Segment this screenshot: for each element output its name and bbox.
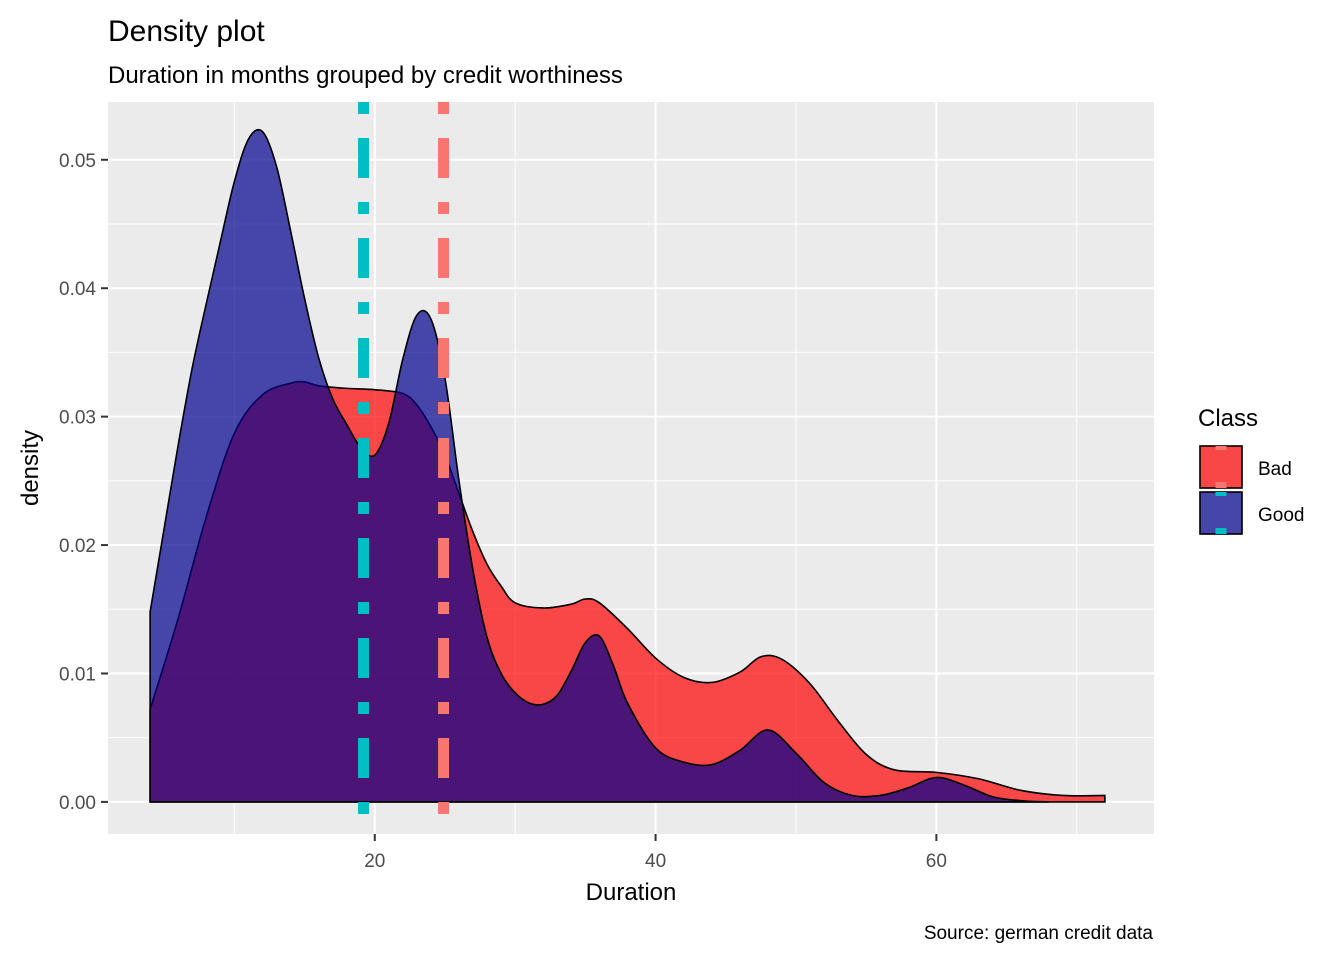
- density-areas: [149, 128, 1106, 803]
- y-axis-title: density: [17, 430, 44, 506]
- x-axis-title: Duration: [586, 879, 677, 906]
- y-tick-label: 0.00: [59, 793, 96, 814]
- legend: Class Bad Good: [1198, 405, 1304, 535]
- y-tick-label: 0.05: [59, 151, 96, 172]
- mean-lines: [358, 102, 450, 834]
- x-tick-label: 20: [364, 851, 385, 872]
- legend-key-good: [1199, 491, 1243, 535]
- y-tick-label: 0.02: [59, 536, 96, 557]
- density-area-good: [149, 128, 1049, 803]
- y-axis: 0.00 0.01 0.02 0.03 0.04 0.05: [59, 151, 108, 814]
- x-axis: 20 40 60: [364, 834, 947, 872]
- chart-title: Density plot: [108, 15, 265, 48]
- chart-caption: Source: german credit data: [924, 923, 1154, 944]
- legend-key-bad: [1199, 445, 1243, 489]
- x-tick-label: 60: [926, 851, 947, 872]
- y-tick-label: 0.01: [59, 664, 96, 685]
- chart-subtitle: Duration in months grouped by credit wor…: [108, 62, 623, 89]
- legend-title: Class: [1198, 405, 1258, 432]
- legend-label-good: Good: [1258, 505, 1304, 526]
- y-tick-label: 0.03: [59, 408, 96, 429]
- legend-label-bad: Bad: [1258, 459, 1292, 480]
- legend-keys: Bad Good: [1199, 445, 1304, 535]
- y-tick-label: 0.04: [59, 279, 96, 300]
- x-tick-label: 40: [645, 851, 666, 872]
